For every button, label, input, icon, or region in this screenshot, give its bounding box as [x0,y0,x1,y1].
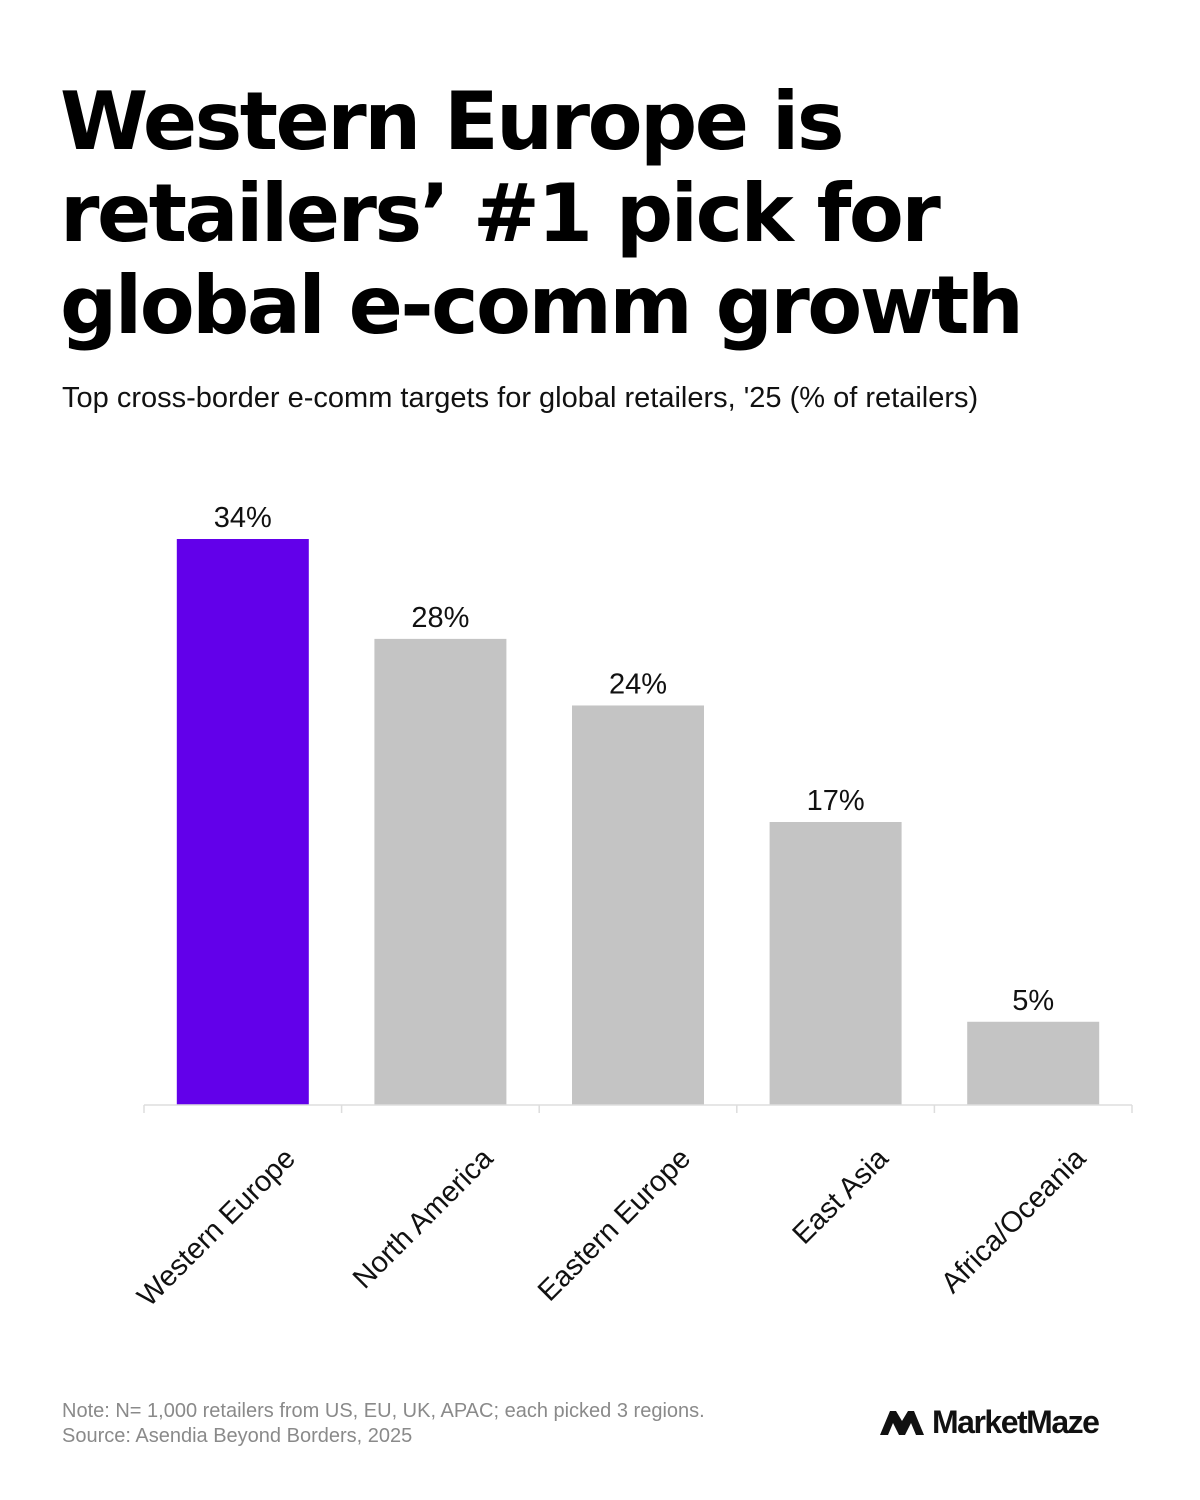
title-line: retailers’ #1 pick for [60,167,941,260]
category-label: Africa/Oceania [935,1142,1093,1300]
mountain-peaks-icon [880,1411,924,1435]
source-text: Source: Asendia Beyond Borders, 2025 [62,1425,413,1447]
title-line: global e-comm growth [60,259,1024,352]
category-label: East Asia [787,1142,896,1251]
value-label: 17% [807,785,865,817]
category-labels-group: Western Europe North America Eastern Europ… [131,1142,1092,1313]
bar-north-america [374,638,507,1105]
value-label: 24% [609,668,667,700]
value-label: 34% [214,502,272,534]
title-line: Western Europe is [60,75,844,168]
value-labels-group: 34% 28% 24% 17% 5% [214,502,1054,1017]
value-label: 5% [1012,985,1054,1017]
footnote: Note: N= 1,000 retailers from US, EU, UK… [62,1399,705,1449]
bar-africa-oceania [967,1021,1100,1105]
x-axis-ticks [143,1105,1133,1113]
bar-western-europe [176,539,309,1105]
note-text: Note: N= 1,000 retailers from US, EU, UK… [62,1400,705,1422]
chart-subtitle: Top cross-border e-comm targets for glob… [62,382,979,414]
bar-eastern-europe [572,705,704,1105]
value-label: 28% [411,602,469,634]
brand-logo: MarketMaze [880,1402,1100,1442]
category-label: Western Europe [131,1142,301,1312]
page-title: Western Europe is retailers’ #1 pick for… [60,76,1140,352]
brand-name: MarketMaze [932,1403,1100,1440]
bar-chart: 34% 28% 24% 17% 5% Western Europe North Ameri… [131,502,1133,1313]
category-label: Eastern Europe [532,1142,697,1307]
category-label: North America [347,1142,500,1295]
bars-group [176,539,1100,1105]
bar-east-asia [769,822,902,1105]
